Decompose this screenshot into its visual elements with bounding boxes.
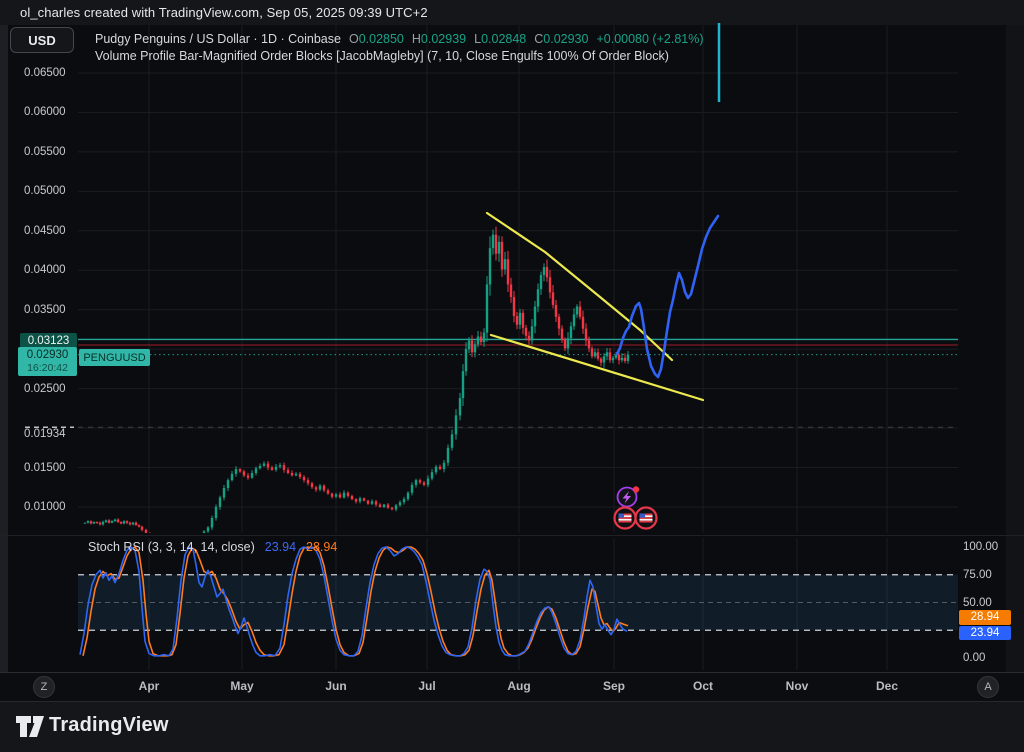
symbol-legend[interactable]: Pudgy Penguins / US Dollar · 1D · Coinba… (95, 32, 704, 46)
time-scale-month-label: Jul (418, 679, 436, 693)
price-scale-label: 0.04000 (24, 264, 66, 277)
time-scale[interactable]: Apr May Jun Jul Aug Sep Oct Nov Dec Z A (0, 673, 1024, 701)
time-scale-month-label: Dec (875, 679, 899, 693)
axis-separator (0, 672, 1024, 673)
currency-toggle-button[interactable]: USD (10, 27, 74, 53)
time-scale-month-label: Jun (325, 679, 347, 693)
rsi-scale-label: 100.00 (963, 541, 999, 553)
time-scale-month-label: Oct (692, 679, 714, 693)
price-scale-label: 0.06500 (24, 67, 66, 79)
left-edge-strip (0, 25, 8, 672)
timezone-button[interactable]: Z (33, 676, 55, 698)
price-scale-label: 0.05500 (24, 145, 66, 158)
open-value: 0.02850 (358, 32, 404, 46)
symbol-title: Pudgy Penguins / US Dollar · 1D · Coinba… (95, 32, 341, 46)
change-value: +0.00080 (+2.81%) (596, 32, 704, 46)
close-label: C (534, 32, 544, 46)
right-edge-strip (1006, 25, 1024, 672)
low-label: L (474, 32, 482, 46)
tradingview-logo-text[interactable]: TradingView (49, 714, 169, 736)
time-scale-month-label: Apr (138, 679, 160, 693)
rsi-k-badge: 23.94 (959, 625, 1011, 640)
current-price-value: 0.02930 (26, 348, 69, 361)
flash-event-icon[interactable] (616, 486, 640, 508)
price-scale-label: 0.01500 (24, 461, 66, 474)
time-scale-month-label: Nov (785, 679, 809, 693)
high-label: H (411, 32, 421, 46)
indicator-legend[interactable]: Volume Profile Bar-Magnified Order Block… (95, 49, 669, 63)
top-strip (0, 0, 1024, 25)
footer-bar: TradingView (0, 701, 1024, 752)
us-economic-event-icon[interactable] (634, 506, 658, 530)
price-scale-label: 0.06000 (24, 106, 66, 119)
price-scale-label: 0.03500 (24, 303, 66, 316)
time-scale-month-label: May (230, 679, 254, 693)
bar-countdown: 16:20:42 (27, 361, 68, 374)
rsi-k-value: 23.94 (264, 540, 297, 554)
rsi-d-value: 28.94 (306, 540, 338, 554)
auto-scale-button[interactable]: A (977, 676, 999, 698)
support-price-badge: 0.03123 (20, 333, 77, 348)
time-scale-month-label: Sep (602, 679, 626, 693)
price-scale-label: 0.01000 (24, 500, 66, 513)
price-scale-label: 0.05000 (24, 185, 66, 198)
price-scale-label: 0.04500 (24, 224, 66, 237)
rsi-title-text: Stoch RSI (3, 3, 14, 14, close) (88, 540, 255, 554)
dashed-level-label: 0.01934 (24, 428, 66, 440)
price-scale-label: 0.02500 (24, 382, 66, 395)
tradingview-logo-icon[interactable] (14, 713, 48, 741)
high-value: 0.02939 (420, 32, 467, 46)
rsi-indicator-legend[interactable]: Stoch RSI (3, 3, 14, 14, close) 23.94 28.9… (88, 540, 337, 554)
rsi-scale-label: 0.00 (963, 652, 986, 664)
watermark-attribution: ol_charles created with TradingView.com,… (20, 5, 428, 20)
current-price-badge: 0.02930 16:20:42 (18, 347, 77, 376)
rsi-scale-label: 75.00 (963, 569, 992, 581)
close-value: 0.02930 (543, 32, 589, 46)
us-economic-event-icon[interactable] (613, 506, 637, 530)
rsi-d-badge: 28.94 (959, 610, 1011, 625)
time-scale-month-label: Aug (507, 679, 531, 693)
open-label: O (348, 32, 359, 46)
rsi-scale-label: 50.00 (963, 597, 992, 609)
symbol-tag: PENGUUSD (79, 349, 150, 366)
low-value: 0.02848 (481, 32, 527, 46)
panel-separator[interactable] (0, 535, 1024, 536)
